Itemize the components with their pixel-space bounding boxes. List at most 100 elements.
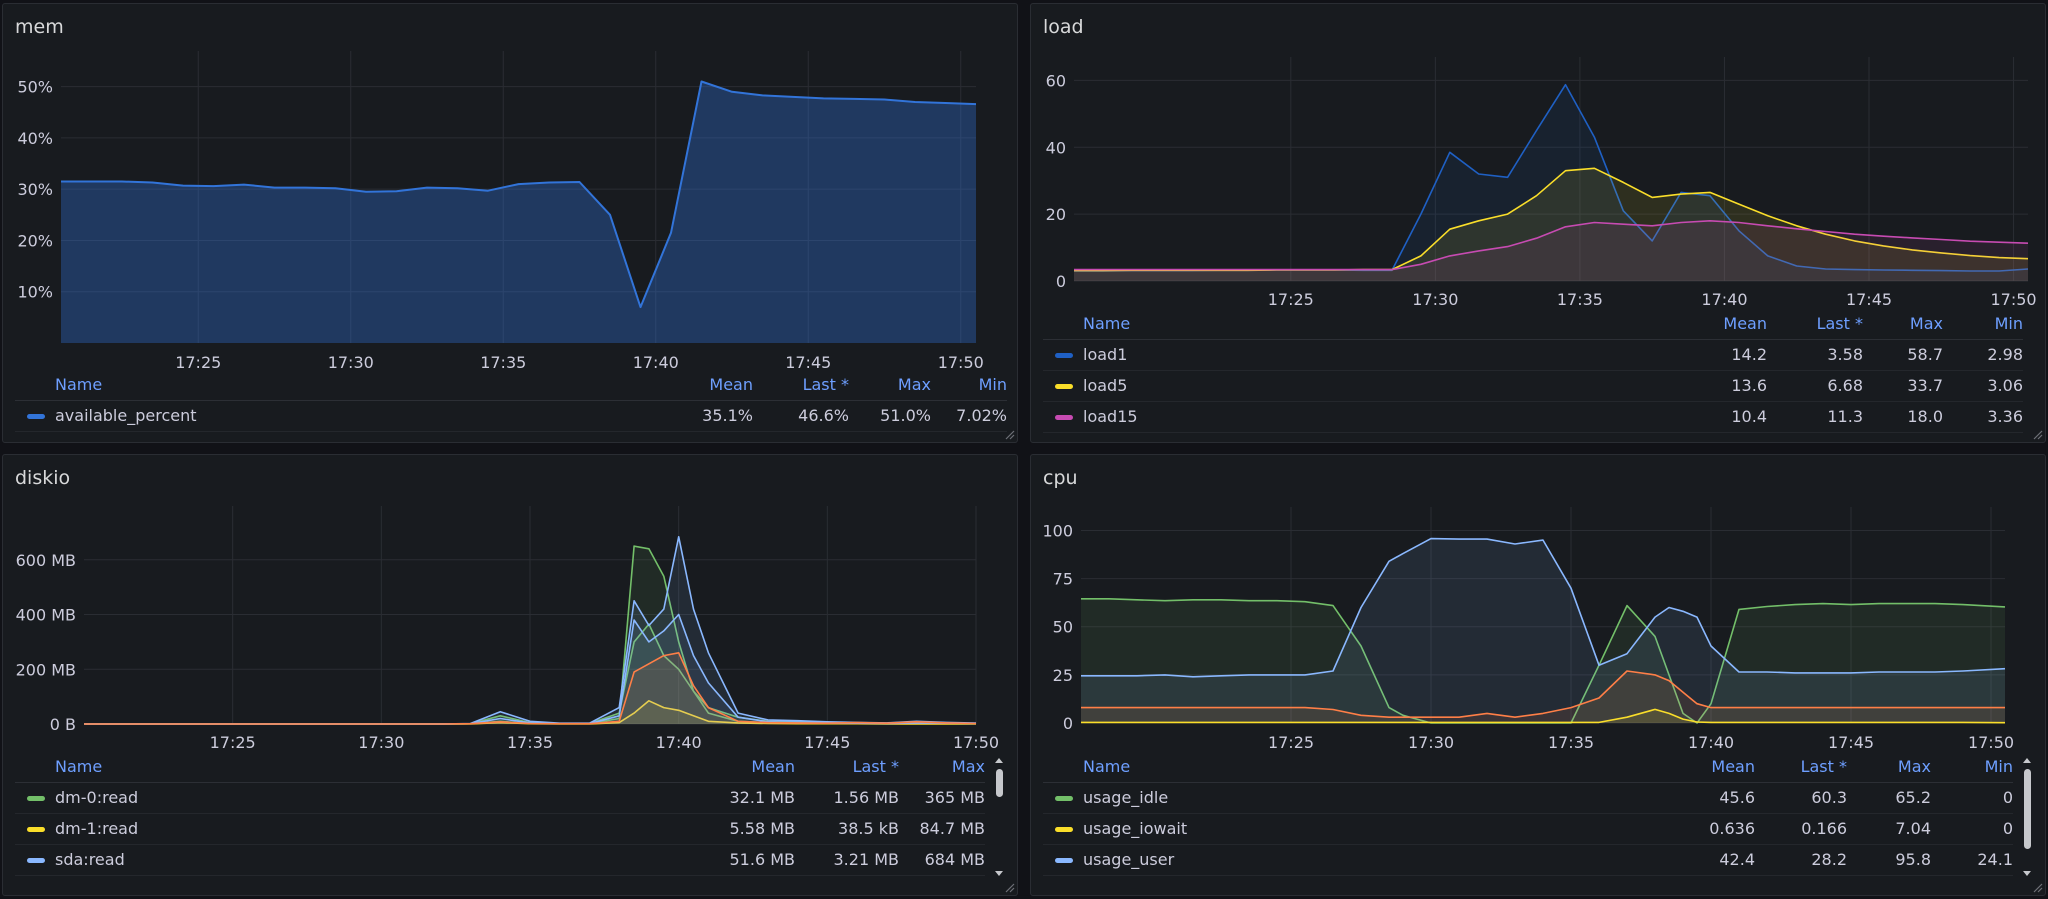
legend-row[interactable]: load15 10.4 11.3 18.0 3.36	[1043, 402, 2023, 433]
load-chart[interactable]: 0 20 40 60 17:25 17:30 17:35 17:40 17:45 17:50	[1031, 4, 2046, 443]
legend-row[interactable]: load5 13.6 6.68 33.7 3.06	[1043, 371, 2023, 402]
legend-row[interactable]: dm-1:read 5.58 MB 38.5 kB 84.7 MB	[15, 814, 985, 845]
scroll-down-icon[interactable]	[2021, 869, 2033, 879]
x-tick-label: 17:45	[785, 353, 831, 372]
legend-header-max[interactable]: Max	[1909, 314, 1943, 333]
series-color-swatch[interactable]	[1055, 858, 1073, 863]
legend-max: 684 MB	[924, 850, 985, 869]
legend-header-name[interactable]: Name	[55, 375, 103, 394]
legend-mean: 10.4	[1731, 407, 1767, 426]
legend-last: 1.56 MB	[833, 788, 900, 807]
series-color-swatch[interactable]	[1055, 353, 1073, 358]
legend-series-name[interactable]: usage_iowait	[1083, 819, 1188, 838]
legend-header-min[interactable]: Min	[978, 375, 1007, 394]
x-tick-label: 17:50	[1968, 733, 2014, 752]
legend-header-max[interactable]: Max	[951, 757, 985, 776]
y-tick-label: 20%	[17, 231, 53, 250]
legend-row[interactable]: usage_user 42.4 28.2 95.8 24.1	[1043, 845, 2013, 876]
series-area	[1074, 220, 2028, 281]
resize-handle-icon[interactable]	[1003, 881, 1015, 893]
legend-row[interactable]: usage_idle 45.6 60.3 65.2 0	[1043, 783, 2013, 814]
legend-mean: 45.6	[1719, 788, 1755, 807]
legend-series-name[interactable]: usage_user	[1083, 850, 1175, 869]
legend-series-name[interactable]: load15	[1083, 407, 1138, 426]
series-color-swatch[interactable]	[1055, 827, 1073, 832]
panel-title[interactable]: mem	[15, 16, 64, 38]
series-line	[1081, 670, 2005, 718]
legend-header-mean[interactable]: Mean	[1723, 314, 1767, 333]
diskio-chart[interactable]: 0 B 200 MB 400 MB 600 MB 17:25 17:30 17:35 17:4…	[3, 455, 1018, 896]
legend-mean: 35.1%	[702, 406, 753, 425]
series-color-swatch[interactable]	[1055, 384, 1073, 389]
legend-header-name[interactable]: Name	[1083, 757, 1131, 776]
legend-header-name[interactable]: Name	[1083, 314, 1131, 333]
legend-series-name[interactable]: sda:read	[55, 850, 125, 869]
legend-header-mean[interactable]: Mean	[1711, 757, 1755, 776]
series-color-swatch[interactable]	[27, 414, 45, 419]
legend-series-name[interactable]: load5	[1083, 376, 1128, 395]
resize-handle-icon[interactable]	[2031, 428, 2043, 440]
legend-header-min[interactable]: Min	[1984, 757, 2013, 776]
legend-header-last[interactable]: Last *	[852, 757, 899, 776]
legend-max: 7.04	[1895, 819, 1931, 838]
legend-header-mean[interactable]: Mean	[709, 375, 753, 394]
legend-mean: 13.6	[1731, 376, 1767, 395]
legend-row[interactable]: sda:read 51.6 MB 3.21 MB 684 MB	[15, 845, 985, 876]
series-color-swatch[interactable]	[27, 858, 45, 863]
scroll-thumb[interactable]	[2024, 769, 2031, 849]
legend-min: 7.02%	[956, 406, 1007, 425]
legend-mean: 42.4	[1719, 850, 1755, 869]
panel-title[interactable]: diskio	[15, 467, 71, 489]
panel-title[interactable]: load	[1043, 16, 1084, 38]
x-tick-label: 17:40	[1688, 733, 1734, 752]
legend-min: 3.36	[1987, 407, 2023, 426]
series-area	[1081, 598, 2005, 723]
legend-scrollbar[interactable]	[993, 755, 1005, 879]
resize-handle-icon[interactable]	[2031, 881, 2043, 893]
series-color-swatch[interactable]	[27, 796, 45, 801]
scroll-thumb[interactable]	[996, 769, 1003, 797]
y-tick-label: 20	[1046, 205, 1066, 224]
legend-series-name[interactable]: dm-0:read	[55, 788, 139, 807]
resize-handle-icon[interactable]	[1003, 428, 1015, 440]
legend-min: 3.06	[1987, 376, 2023, 395]
legend-series-name[interactable]: available_percent	[55, 406, 197, 425]
x-tick-label: 17:30	[358, 733, 404, 752]
scroll-up-icon[interactable]	[993, 755, 1005, 765]
panel-title[interactable]: cpu	[1043, 467, 1078, 489]
legend-series-name[interactable]: load1	[1083, 345, 1128, 364]
series-line	[1081, 708, 2006, 724]
x-tick-label: 17:30	[1412, 290, 1458, 309]
legend-max: 33.7	[1907, 376, 1943, 395]
x-tick-label: 17:30	[1408, 733, 1454, 752]
y-tick-label: 100	[1042, 521, 1073, 540]
legend-series-name[interactable]: usage_idle	[1083, 788, 1169, 807]
legend-header-name[interactable]: Name	[55, 757, 103, 776]
x-tick-label: 17:35	[480, 353, 526, 372]
legend-header-max[interactable]: Max	[1897, 757, 1931, 776]
cpu-chart[interactable]: 0 25 50 75 100 17:25 17:30 17:35 17:40 17:45 17:50	[1031, 455, 2046, 896]
cpu-panel: cpu 0 25 50 75 100 17:25 17:30 17:35 17:40 17:45 1…	[1030, 454, 2046, 896]
y-tick-label: 30%	[17, 180, 53, 199]
scroll-up-icon[interactable]	[2021, 755, 2033, 765]
legend-row[interactable]: usage_iowait 0.636 0.166 7.04 0	[1043, 814, 2013, 845]
legend-header-last[interactable]: Last *	[1816, 314, 1863, 333]
scroll-down-icon[interactable]	[993, 869, 1005, 879]
series-color-swatch[interactable]	[1055, 796, 1073, 801]
legend-header: Name Mean Last * Max Min	[1043, 752, 2013, 783]
legend-row[interactable]: dm-0:read 32.1 MB 1.56 MB 365 MB	[15, 783, 985, 814]
legend-header-last[interactable]: Last *	[1800, 757, 1847, 776]
legend-row[interactable]: load1 14.2 3.58 58.7 2.98	[1043, 340, 2023, 371]
y-tick-label: 0	[1063, 714, 1073, 733]
legend-header-min[interactable]: Min	[1994, 314, 2023, 333]
legend-header-mean[interactable]: Mean	[751, 757, 795, 776]
y-tick-label: 10%	[17, 283, 53, 302]
legend-header-last[interactable]: Last *	[802, 375, 849, 394]
legend-scrollbar[interactable]	[2021, 755, 2033, 879]
series-color-swatch[interactable]	[1055, 415, 1073, 420]
legend-series-name[interactable]: dm-1:read	[55, 819, 139, 838]
series-color-swatch[interactable]	[27, 827, 45, 832]
mem-chart[interactable]: 10% 20% 30% 40% 50% 17:25 17:30 17:35 17:40 17:45…	[3, 4, 1018, 443]
legend-row[interactable]: available_percent 35.1% 46.6% 51.0% 7.02…	[15, 401, 1007, 432]
legend-header-max[interactable]: Max	[897, 375, 931, 394]
